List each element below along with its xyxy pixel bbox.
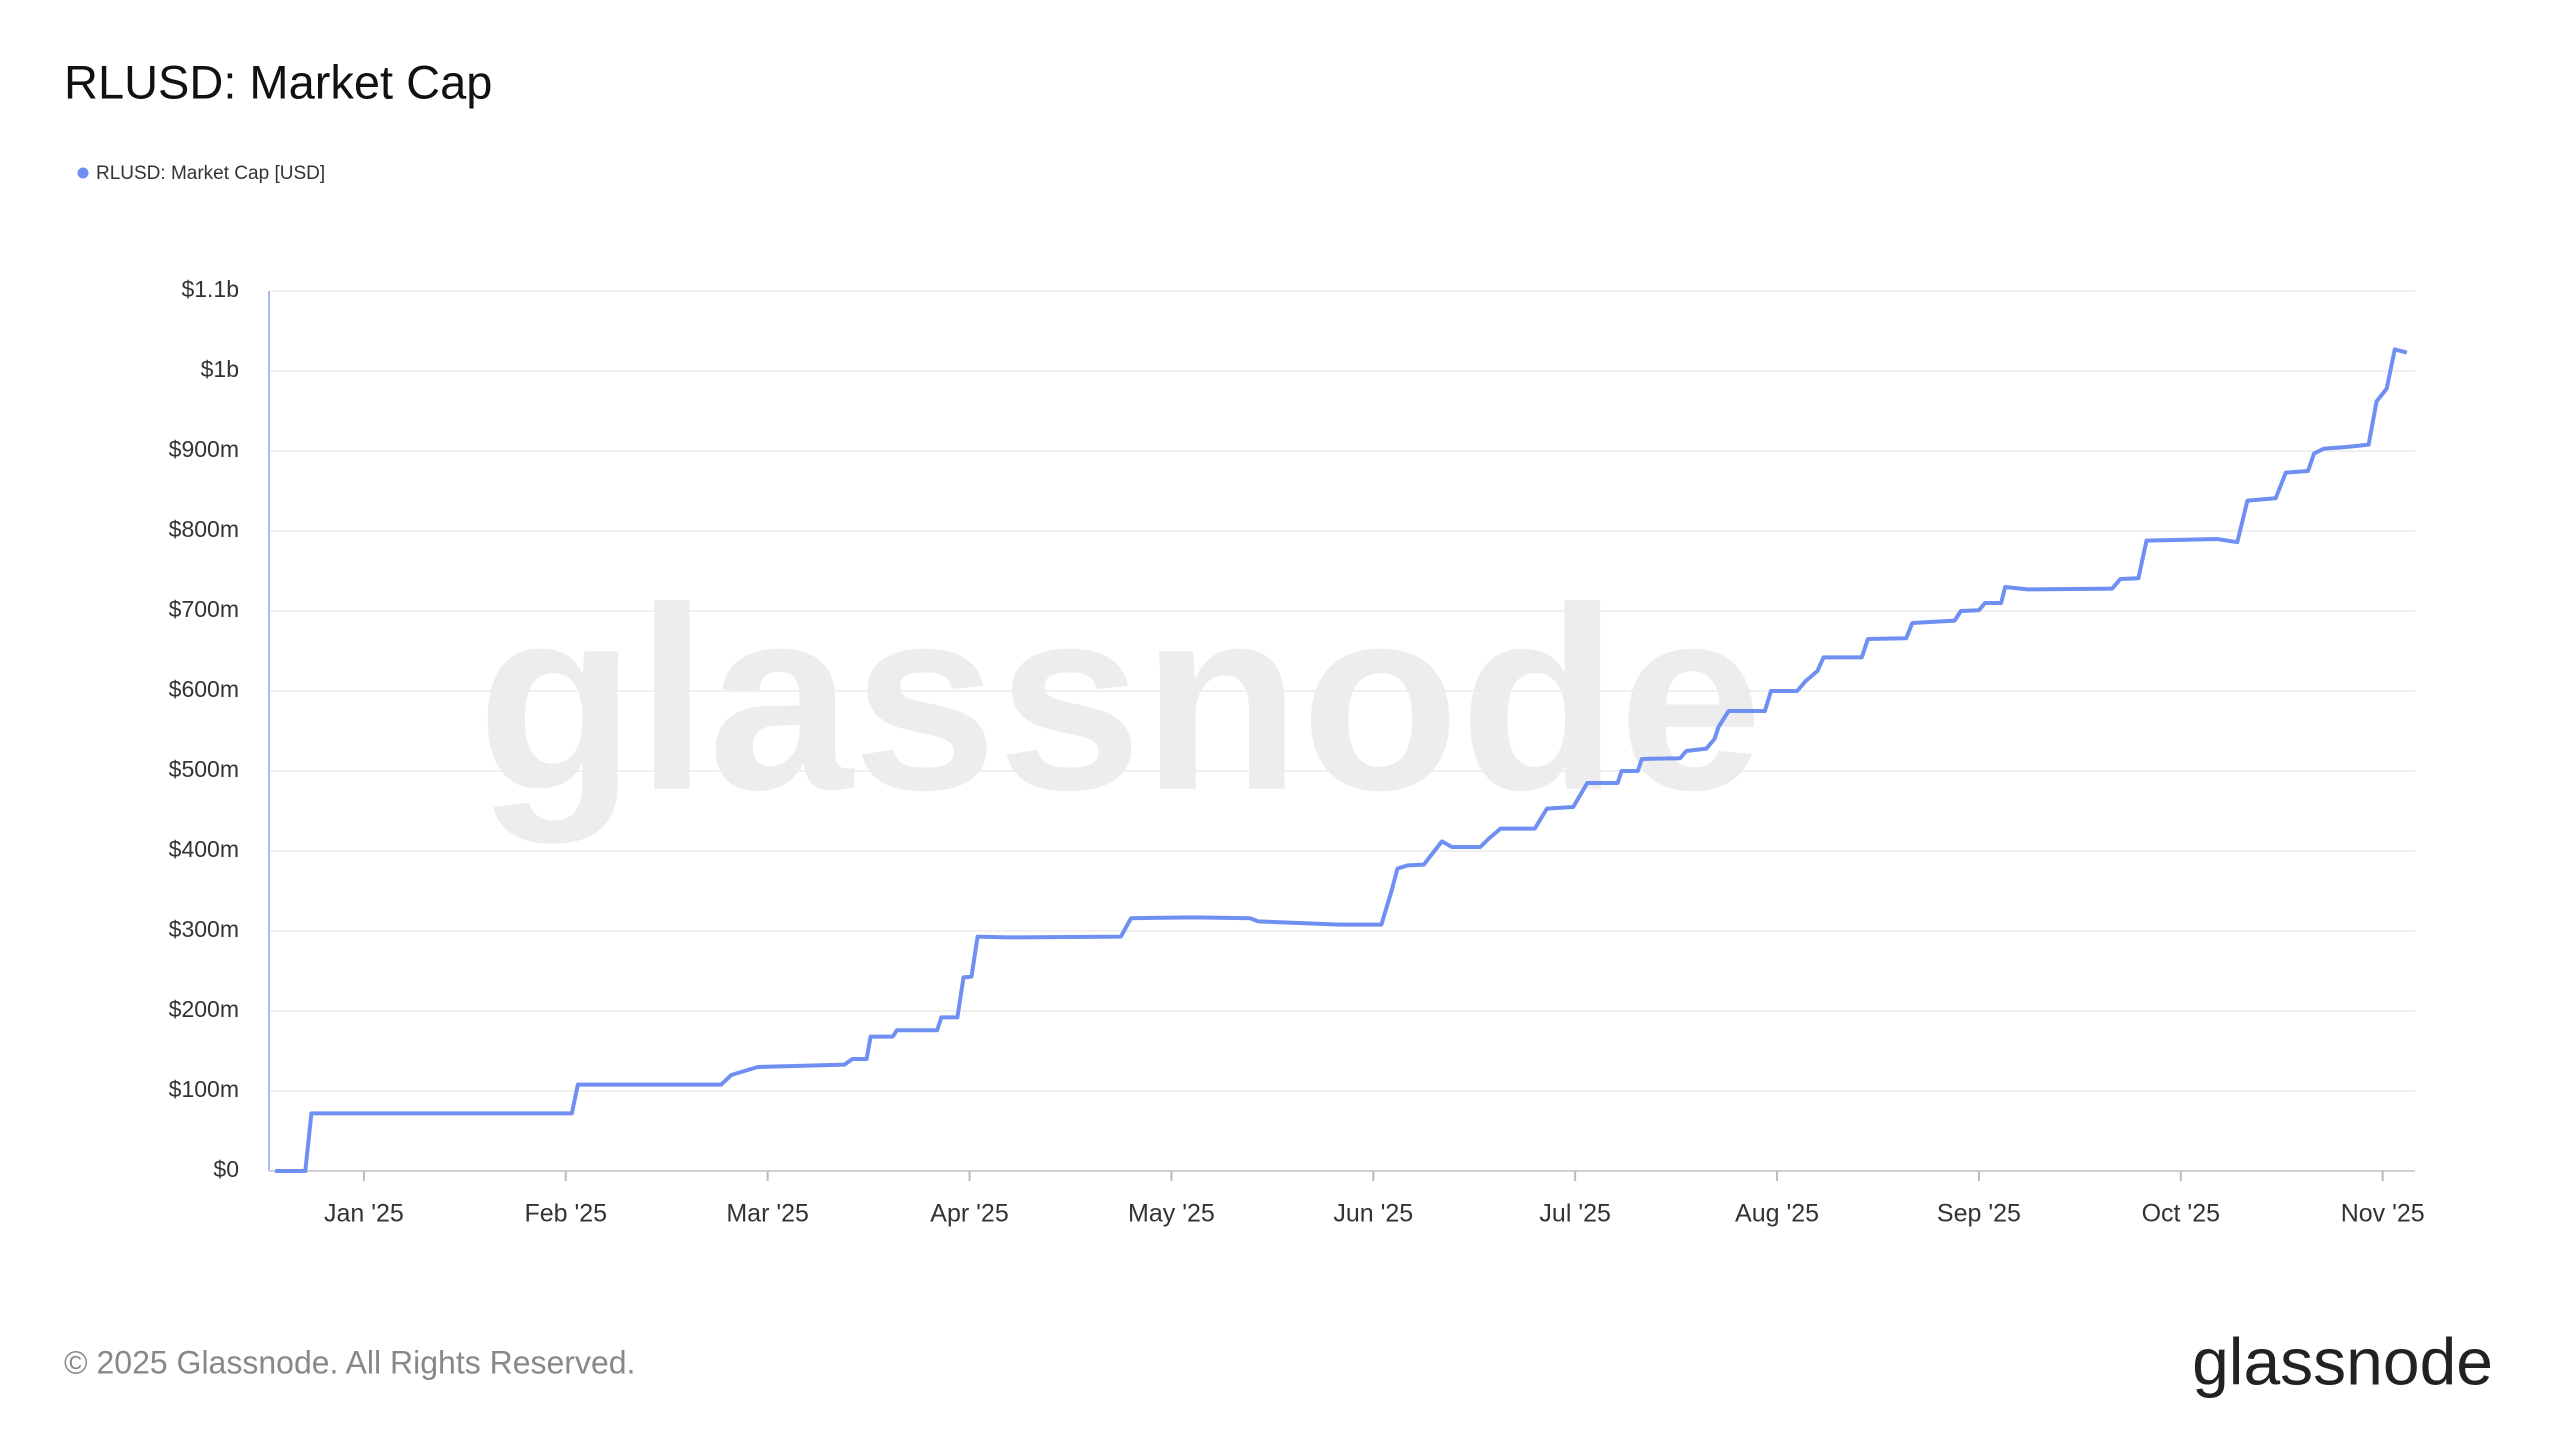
y-tick-label: $1b [201, 356, 239, 382]
y-tick-label: $700m [169, 596, 239, 622]
x-tick-label: Jul '25 [1539, 1200, 1610, 1228]
x-tick-label: Jun '25 [1333, 1200, 1413, 1228]
y-tick-label: $900m [169, 436, 239, 462]
copyright: © 2025 Glassnode. All Rights Reserved. [64, 1344, 635, 1380]
y-tick-label: $500m [169, 756, 239, 782]
x-tick-label: Jan '25 [324, 1200, 404, 1228]
x-tick-label: Apr '25 [930, 1200, 1008, 1228]
x-tick-label: May '25 [1128, 1200, 1215, 1228]
legend-label[interactable]: RLUSD: Market Cap [USD] [96, 163, 325, 184]
y-tick-label: $300m [169, 916, 239, 942]
watermark: glassnode [477, 555, 1763, 846]
x-tick-label: Oct '25 [2142, 1200, 2220, 1228]
series-line [275, 347, 2408, 1173]
y-tick-label: $400m [169, 836, 239, 862]
legend-marker [77, 167, 89, 179]
logo: glassnode [2192, 1324, 2493, 1398]
y-tick-label: $800m [169, 516, 239, 542]
y-tick-label: $0 [213, 1156, 239, 1182]
x-tick-label: Nov '25 [2341, 1200, 2425, 1228]
x-tick-label: Aug '25 [1735, 1200, 1819, 1228]
y-tick-label: $1.1b [181, 276, 239, 302]
chart-title: RLUSD: Market Cap [64, 55, 492, 108]
y-tick-label: $200m [169, 996, 239, 1022]
x-tick-label: Feb '25 [524, 1200, 607, 1228]
y-tick-label: $600m [169, 676, 239, 702]
x-tick-label: Mar '25 [726, 1200, 809, 1228]
y-tick-label: $100m [169, 1076, 239, 1102]
x-tick-label: Sep '25 [1937, 1200, 2021, 1228]
